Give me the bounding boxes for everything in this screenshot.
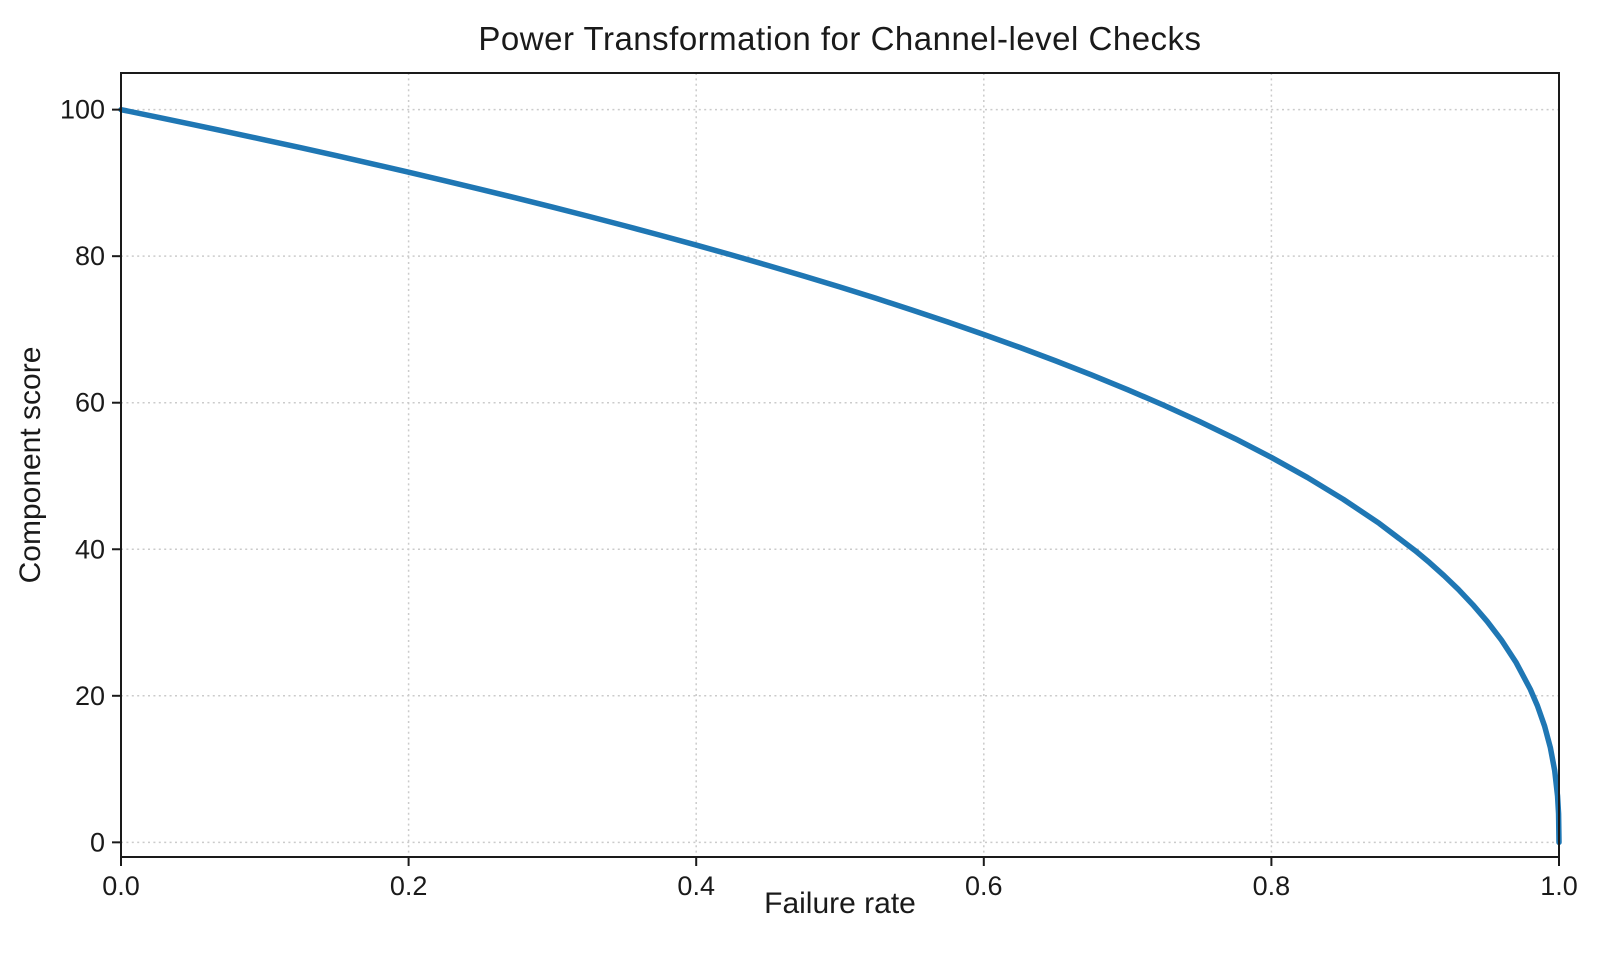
y-tick-label-20: 20 bbox=[75, 681, 105, 711]
y-axis-label: Component score bbox=[14, 347, 47, 584]
x-tick-label-0.2: 0.2 bbox=[390, 871, 428, 901]
x-tick-label-0.4: 0.4 bbox=[677, 871, 715, 901]
x-axis-label: Failure rate bbox=[764, 887, 916, 920]
x-tick-label-1.0: 1.0 bbox=[1540, 871, 1578, 901]
y-tick-label-40: 40 bbox=[75, 534, 105, 564]
chart-title: Power Transformation for Channel-level C… bbox=[478, 20, 1201, 57]
axis-ticks: 0.0 0.2 0.4 0.6 0.8 1.0 0 20 40 60 80 100 bbox=[60, 95, 1578, 901]
gridlines bbox=[121, 73, 1559, 857]
y-tick-label-100: 100 bbox=[60, 95, 105, 125]
series-layer bbox=[118, 106, 1562, 846]
plot-border bbox=[120, 72, 1560, 858]
plot-spines bbox=[120, 72, 1560, 858]
y-tick-label-60: 60 bbox=[75, 388, 105, 418]
x-tick-label-0.0: 0.0 bbox=[102, 871, 140, 901]
x-tick-label-0.8: 0.8 bbox=[1253, 871, 1291, 901]
x-tick-label-0.6: 0.6 bbox=[965, 871, 1003, 901]
y-tick-label-80: 80 bbox=[75, 241, 105, 271]
data-line-component-score-curve bbox=[118, 106, 1562, 846]
y-tick-label-0: 0 bbox=[90, 827, 105, 857]
